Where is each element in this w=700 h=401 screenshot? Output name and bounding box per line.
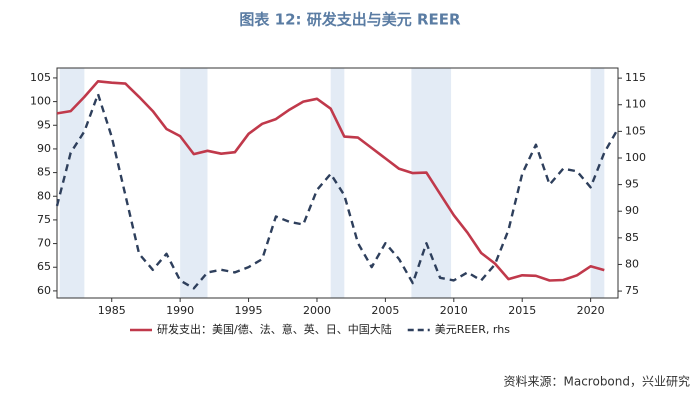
x-tick-label: 2020	[577, 304, 605, 317]
y-tick-label: 60	[37, 284, 51, 297]
plot-area	[59, 68, 605, 298]
series-line	[56, 80, 605, 282]
y2-tick-label: 105	[625, 124, 646, 137]
shaded-period	[590, 68, 605, 298]
plot-frame	[56, 67, 619, 299]
y2-tick-label: 75	[625, 284, 639, 297]
y-tick-label: 105	[30, 71, 51, 84]
shaded-period	[411, 68, 452, 298]
y2-tick-label: 100	[625, 151, 646, 164]
y2-tick-label: 115	[625, 71, 646, 84]
shaded-period	[330, 68, 345, 298]
x-tick-label: 1995	[235, 304, 263, 317]
x-tick-label: 2010	[440, 304, 468, 317]
legend-label: 研发支出：美国/德、法、意、英、日、中国大陆	[157, 322, 392, 336]
x-tick-label: 1990	[166, 304, 194, 317]
chart-title: 图表 12: 研发支出与美元 REER	[239, 11, 461, 29]
y-tick-label: 90	[37, 142, 51, 155]
y2-tick-label: 85	[625, 231, 639, 244]
y2-tick-label: 110	[625, 98, 646, 111]
shaded-period	[59, 68, 85, 298]
x-tick-label: 2005	[371, 304, 399, 317]
series-line	[55, 92, 620, 290]
y2-tick-label: 80	[625, 257, 639, 270]
x-tick-label: 1985	[98, 304, 126, 317]
y-tick-label: 65	[37, 260, 51, 273]
y-tick-label: 100	[30, 95, 51, 108]
y2-tick-label: 90	[625, 204, 639, 217]
y-tick-label: 70	[37, 237, 51, 250]
y-tick-label: 95	[37, 118, 51, 131]
y-tick-label: 80	[37, 189, 51, 202]
y-tick-label: 85	[37, 166, 51, 179]
source: 资料来源：Macrobond，兴业研究	[504, 374, 691, 389]
x-tick-label: 2000	[303, 304, 331, 317]
y-tick-label: 75	[37, 213, 51, 226]
legend-label: 美元REER, rhs	[435, 323, 510, 336]
x-tick-label: 2015	[508, 304, 536, 317]
shaded-period	[180, 68, 208, 298]
y2-tick-label: 95	[625, 178, 639, 191]
